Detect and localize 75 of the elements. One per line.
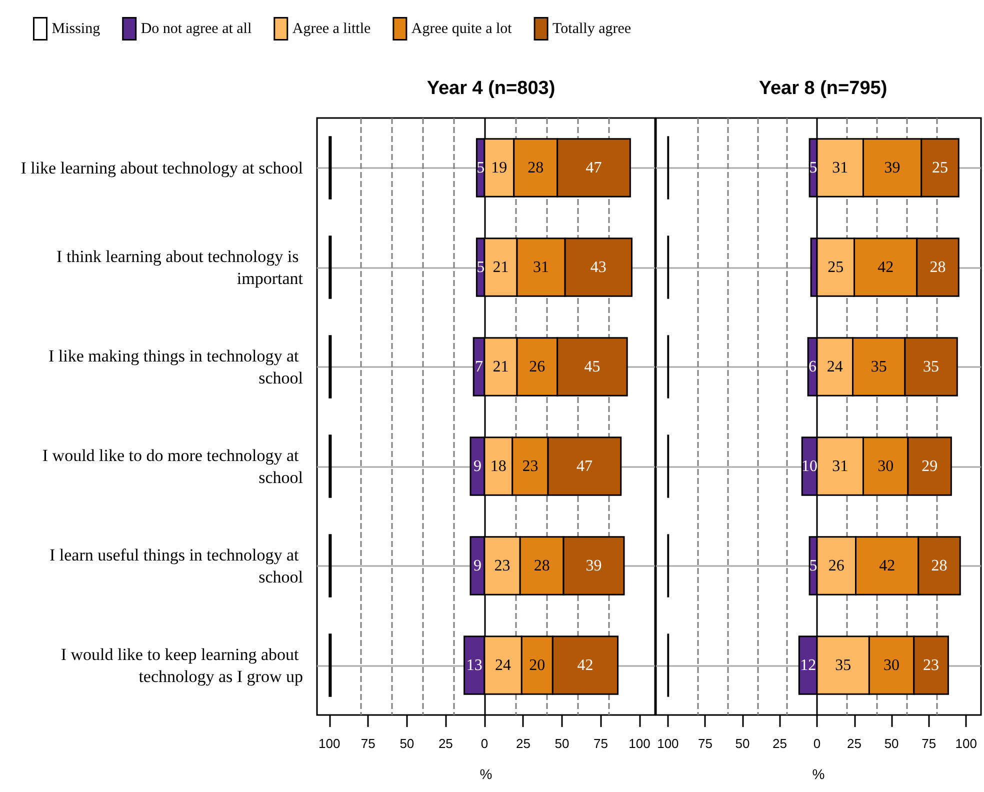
- data-label: 31: [832, 458, 848, 475]
- x-tick-label: 0: [813, 736, 821, 751]
- data-label: 20: [529, 656, 546, 674]
- data-label: 23: [494, 557, 510, 574]
- data-label: 25: [828, 258, 844, 276]
- data-label: 24: [495, 656, 512, 674]
- x-tick-label: 25: [438, 736, 453, 751]
- data-label: 9: [473, 458, 482, 475]
- y-tick-label: I think learning about technology is important: [56, 246, 304, 288]
- data-label: 47: [576, 458, 592, 475]
- data-label: 43: [590, 258, 606, 276]
- data-label: 6: [808, 358, 817, 376]
- legend-label: Agree quite a lot: [411, 20, 513, 37]
- x-tick-label: 100: [318, 736, 340, 751]
- x-tick-label: 100: [955, 736, 977, 751]
- data-label: 29: [922, 458, 938, 475]
- chart-title: Year 4 (n=803): [426, 78, 556, 99]
- legend-label: Missing: [52, 20, 101, 37]
- x-tick-label: 100: [657, 736, 679, 751]
- legend-label: Do not agree at all: [140, 20, 252, 37]
- data-label: 12: [800, 656, 816, 674]
- x-tick-label: 25: [516, 736, 530, 751]
- x-axis-title: %: [812, 766, 825, 782]
- x-tick-label: 50: [735, 736, 750, 751]
- data-label: 42: [878, 258, 894, 276]
- x-tick-label: 0: [480, 736, 488, 751]
- data-label: 47: [586, 159, 602, 176]
- data-label: 35: [835, 656, 852, 674]
- legend-label: Agree a little: [292, 20, 372, 37]
- data-label: 35: [923, 358, 940, 376]
- data-label: 45: [584, 358, 600, 376]
- data-label: 23: [923, 656, 940, 674]
- data-label: 23: [522, 458, 538, 475]
- x-tick-label: 50: [884, 736, 899, 751]
- x-tick-label: 25: [847, 736, 862, 751]
- data-label: 42: [577, 656, 594, 674]
- x-tick-label: 50: [400, 736, 414, 751]
- data-label: 30: [884, 656, 900, 674]
- x-tick-label: 75: [698, 736, 712, 751]
- data-label: 28: [528, 159, 544, 176]
- data-label: 26: [828, 557, 844, 574]
- y-tick-label: I would like to do more technology at school: [42, 446, 304, 487]
- x-tick-label: 25: [772, 736, 787, 751]
- data-label: 9: [473, 557, 482, 574]
- data-label: 39: [884, 159, 900, 176]
- y-tick-label: I like learning about technology at school: [20, 158, 304, 178]
- data-label: 35: [870, 358, 887, 376]
- data-label: 30: [878, 458, 894, 475]
- data-label: 26: [529, 358, 546, 376]
- x-tick-label: 75: [594, 736, 608, 751]
- data-label: 31: [533, 258, 550, 276]
- data-label: 25: [932, 159, 948, 176]
- chart-title: Year 8 (n=795): [758, 78, 888, 99]
- data-label: 39: [586, 557, 602, 574]
- data-label: 21: [492, 258, 509, 276]
- x-axis-title: %: [480, 766, 492, 782]
- data-label: 19: [491, 159, 508, 176]
- y-tick-label: I would like to keep learning about technology as I grow up: [60, 644, 303, 686]
- data-label: 31: [832, 159, 848, 176]
- data-label: 28: [930, 258, 946, 276]
- data-label: 28: [931, 557, 948, 574]
- data-label: 21: [492, 358, 509, 376]
- x-tick-label: 75: [360, 736, 376, 751]
- data-label: 42: [879, 557, 896, 574]
- y-tick-label: I like making things in technology at school: [48, 346, 304, 388]
- legend-label: Totally agree: [552, 20, 632, 37]
- y-tick-label: I learn useful things in technology at school: [49, 545, 304, 586]
- data-label: 7: [475, 358, 484, 376]
- data-label: 24: [826, 358, 843, 376]
- data-label: 28: [534, 557, 550, 574]
- data-label: 18: [490, 458, 506, 475]
- x-tick-label: 50: [554, 736, 570, 751]
- x-tick-label: 75: [922, 736, 936, 751]
- data-label: 13: [466, 656, 482, 674]
- x-tick-label: 100: [628, 736, 650, 751]
